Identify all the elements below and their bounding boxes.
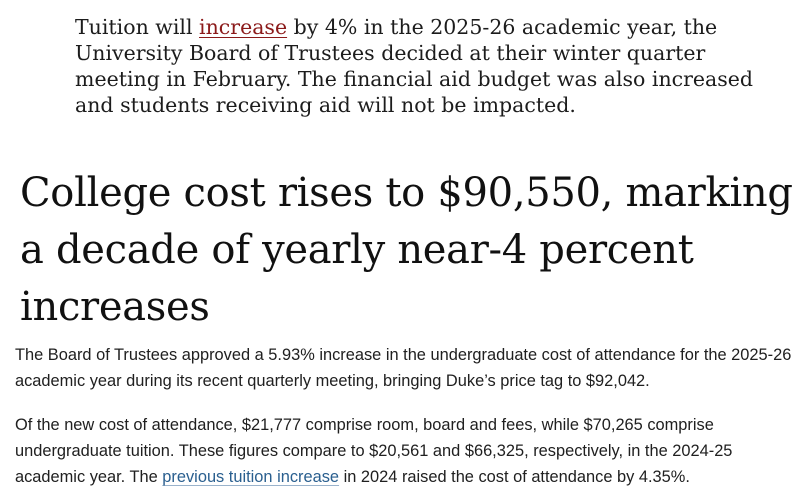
paragraph-2-text-before: Of the new cost of attendance, $21,777 c… <box>15 416 733 486</box>
increase-link[interactable]: increase <box>199 15 288 39</box>
previous-tuition-increase-link[interactable]: previous tuition increase <box>162 468 340 486</box>
lede-paragraph: Tuition will increase by 4% in the 2025-… <box>75 14 775 118</box>
article-headline: College cost rises to $90,550, marking a… <box>20 170 793 330</box>
article-paragraph-1: The Board of Trustees approved a 5.93% i… <box>15 346 792 390</box>
paragraph-2-text-after: in 2024 raised the cost of attendance by… <box>339 468 690 486</box>
article-paragraph-2: Of the new cost of attendance, $21,777 c… <box>15 412 801 490</box>
lede-text-after: by 4% in the 2025-26 academic year, the … <box>75 15 754 117</box>
lede-text-before: Tuition will <box>75 15 200 39</box>
